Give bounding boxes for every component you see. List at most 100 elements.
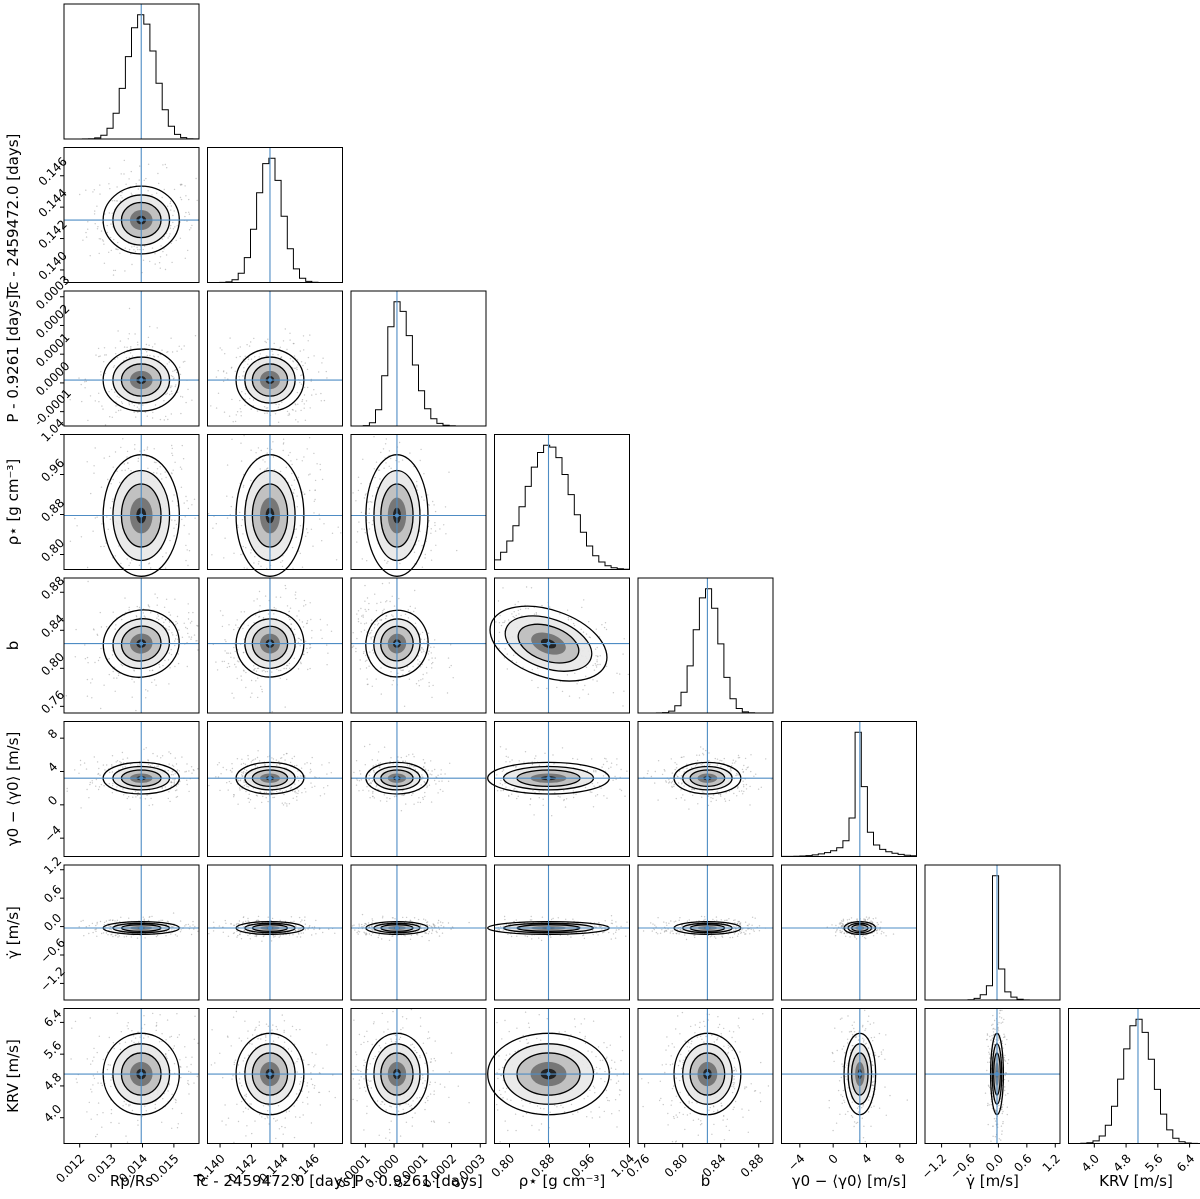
- sample-point: [95, 785, 97, 787]
- sample-point: [138, 606, 141, 609]
- sample-point: [309, 602, 311, 604]
- sample-point: [92, 628, 95, 630]
- sample-point: [363, 528, 365, 530]
- sample-point: [398, 597, 400, 600]
- sample-point: [194, 335, 197, 337]
- sample-point: [296, 764, 298, 767]
- sample-point: [166, 167, 168, 169]
- sample-point: [233, 552, 235, 554]
- sample-point: [226, 782, 228, 784]
- sample-point: [389, 600, 391, 603]
- sample-point: [300, 383, 303, 385]
- sample-point: [120, 409, 122, 411]
- sample-point: [151, 681, 153, 684]
- sample-point: [388, 582, 390, 584]
- sample-point: [273, 796, 276, 799]
- sample-point: [428, 685, 430, 687]
- sample-point: [427, 769, 429, 772]
- sample-point: [408, 754, 410, 756]
- sample-point: [418, 680, 420, 682]
- sample-point: [424, 557, 426, 559]
- sample-point: [373, 436, 375, 438]
- sample-point: [184, 257, 186, 259]
- sample-point: [448, 666, 451, 669]
- sample-point: [297, 364, 299, 366]
- sample-point: [745, 783, 748, 786]
- sample-point: [92, 530, 94, 532]
- sample-point: [154, 343, 156, 345]
- sample-point: [109, 518, 112, 520]
- sample-point: [166, 351, 168, 353]
- sample-point: [372, 792, 374, 794]
- sample-point: [442, 790, 444, 792]
- sample-point: [156, 934, 159, 937]
- sample-point: [412, 753, 414, 755]
- sample-point: [542, 804, 544, 806]
- sample-point: [124, 270, 126, 272]
- sample-point: [432, 500, 434, 503]
- sample-point: [117, 330, 119, 332]
- sample-point: [186, 627, 188, 630]
- sample-point: [131, 678, 133, 680]
- sample-point: [323, 787, 325, 789]
- sample-point: [242, 762, 245, 765]
- sample-point: [646, 772, 649, 775]
- sample-point: [236, 619, 238, 621]
- sample-point: [112, 611, 114, 613]
- sample-point: [86, 678, 89, 681]
- sample-point: [296, 391, 299, 394]
- sample-point: [307, 532, 309, 534]
- sample-point: [80, 383, 82, 386]
- histogram-rp-rs: [64, 14, 200, 140]
- sample-point: [128, 402, 130, 404]
- sample-point: [428, 644, 430, 646]
- sample-point: [160, 919, 162, 921]
- sample-point: [100, 371, 102, 373]
- sample-point: [252, 399, 255, 401]
- sample-point: [242, 545, 244, 548]
- sample-point: [587, 693, 590, 695]
- sample-point: [235, 356, 238, 359]
- sample-point: [301, 621, 304, 623]
- sample-point: [241, 391, 243, 393]
- sample-point: [277, 406, 280, 408]
- sample-point: [90, 682, 92, 684]
- sample-point: [313, 500, 315, 502]
- sample-point: [514, 603, 516, 606]
- sample-point: [224, 377, 226, 379]
- sample-point: [106, 231, 109, 234]
- sample-point: [148, 344, 150, 346]
- panel-gamma0-vs-period: [350, 721, 487, 857]
- sample-point: [108, 919, 110, 921]
- sample-point: [160, 245, 162, 247]
- sample-point: [120, 916, 122, 918]
- panel-grid: 0.1400.1420.1440.146-0.00010.00000.00010…: [31, 3, 1200, 1194]
- sample-point: [260, 449, 262, 452]
- sample-point: [281, 560, 284, 562]
- sample-point: [675, 767, 678, 769]
- sample-point: [398, 441, 401, 444]
- sample-point: [302, 491, 304, 493]
- sample-point: [743, 790, 745, 793]
- sample-point: [169, 233, 171, 235]
- sample-point: [589, 791, 591, 793]
- sample-point: [153, 448, 155, 450]
- sample-point: [416, 486, 418, 488]
- sample-point: [431, 774, 433, 776]
- sample-point: [422, 678, 424, 680]
- sample-point: [556, 686, 558, 689]
- sample-point: [215, 523, 217, 525]
- sample-point: [440, 773, 442, 775]
- sample-point: [311, 786, 313, 788]
- sample-point: [227, 662, 230, 665]
- sample-point: [176, 789, 178, 791]
- sample-point: [362, 458, 364, 460]
- sample-point: [375, 678, 377, 680]
- sample-point: [733, 792, 735, 795]
- sample-point: [364, 764, 366, 766]
- sample-point: [412, 792, 414, 795]
- sample-point: [313, 512, 315, 514]
- sample-point: [415, 683, 418, 685]
- sample-point: [363, 745, 366, 748]
